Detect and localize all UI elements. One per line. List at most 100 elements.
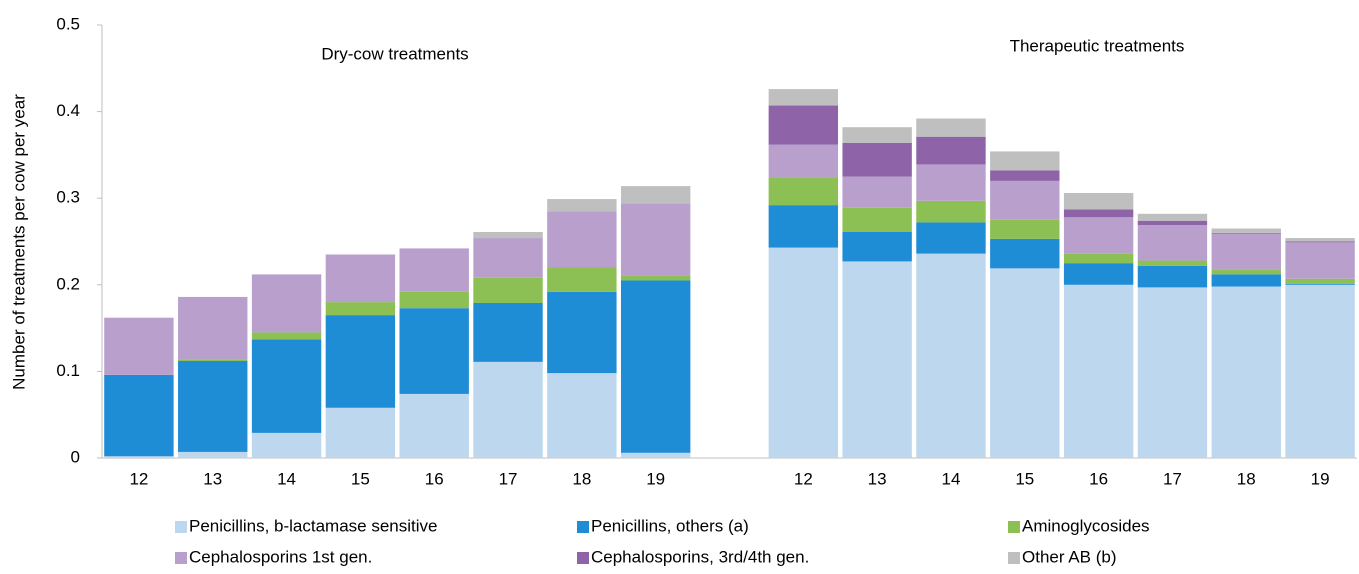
bar-segment — [1285, 242, 1355, 279]
x-tick-label: 15 — [1015, 469, 1034, 488]
bar-segment — [916, 136, 986, 165]
x-tick-label: 14 — [277, 469, 296, 488]
x-tick-label: 19 — [646, 469, 665, 488]
bar-segment — [768, 105, 839, 145]
bar-segment — [1211, 232, 1281, 234]
legend-label: Aminoglycosides — [1022, 516, 1150, 535]
bar-segment — [990, 170, 1060, 181]
y-tick-label: 0.3 — [56, 188, 80, 207]
legend-label: Other AB (b) — [1022, 547, 1116, 566]
x-tick-label: 12 — [129, 469, 148, 488]
bar-segment — [842, 231, 912, 262]
bar-segment — [1211, 286, 1281, 458]
legend-swatch — [1008, 521, 1020, 533]
bar-segment — [1137, 287, 1208, 458]
x-tick-label: 19 — [1311, 469, 1330, 488]
x-tick-label: 17 — [499, 469, 518, 488]
x-tick-label: 17 — [1163, 469, 1182, 488]
bar-segment — [768, 89, 839, 106]
bar-segment — [916, 164, 986, 201]
bar-segment — [842, 176, 912, 208]
x-tick-label: 18 — [572, 469, 591, 488]
y-tick-label: 0 — [71, 447, 80, 466]
legend-swatch — [577, 552, 589, 564]
x-tick-label: 15 — [351, 469, 370, 488]
legend-label: Penicillins, others (a) — [591, 516, 749, 535]
bar-segment — [473, 361, 543, 458]
x-tick-label: 13 — [203, 469, 222, 488]
bar-segment — [1285, 241, 1355, 243]
bar-segment — [178, 296, 248, 360]
bar-segment — [620, 275, 691, 281]
legend-swatch — [175, 521, 187, 533]
bar-segment — [768, 177, 839, 206]
annotation: Dry-cow treatments — [321, 44, 468, 63]
bar-segment — [547, 199, 617, 212]
bar-segment — [104, 317, 174, 375]
bar-segment — [842, 207, 912, 232]
bar-segment — [842, 127, 912, 143]
bar-segment — [990, 151, 1060, 171]
bar-segment — [1285, 283, 1355, 285]
bar-segment — [547, 267, 617, 292]
bar-segment — [620, 203, 691, 276]
bar-segment — [325, 302, 396, 316]
y-tick-label: 0.4 — [56, 101, 80, 120]
bar-segment — [1137, 265, 1208, 288]
bar-segment — [251, 339, 322, 433]
bar-segment — [473, 277, 543, 303]
bar-segment — [620, 186, 691, 204]
x-tick-label: 14 — [942, 469, 961, 488]
bar-segment — [842, 261, 912, 458]
x-tick-label: 18 — [1237, 469, 1256, 488]
bar-segment — [768, 144, 839, 178]
bar-segment — [1211, 274, 1281, 287]
bar-segment — [104, 374, 174, 457]
bar-segment — [1137, 260, 1208, 266]
bar-segment — [1063, 217, 1134, 254]
y-tick-label: 0.5 — [56, 14, 80, 33]
bar-segment — [547, 211, 617, 268]
bar-segment — [768, 247, 839, 458]
bar-segment — [325, 315, 396, 408]
legend-label: Cephalosporins, 3rd/4th gen. — [591, 547, 809, 566]
bar-segment — [1211, 228, 1281, 233]
y-tick-label: 0.2 — [56, 274, 80, 293]
bar-segment — [178, 451, 248, 458]
y-tick-label: 0.1 — [56, 361, 80, 380]
x-tick-label: 12 — [794, 469, 813, 488]
bar-segment — [916, 253, 986, 458]
bar-segment — [251, 332, 322, 340]
bar-segment — [1063, 253, 1134, 264]
legend-swatch — [577, 521, 589, 533]
bar-segment — [916, 200, 986, 223]
bar-segment — [251, 432, 322, 458]
legend-swatch — [175, 552, 187, 564]
bar-segment — [399, 248, 469, 292]
bar-segment — [399, 308, 469, 394]
annotation: Therapeutic treatments — [1010, 36, 1185, 55]
bar-segment — [1285, 278, 1355, 284]
bar-segment — [178, 361, 248, 452]
legend-swatch — [1008, 552, 1020, 564]
bar-segment — [473, 238, 543, 278]
bar-segment — [473, 231, 543, 239]
bar-segment — [1063, 284, 1134, 458]
x-tick-label: 13 — [868, 469, 887, 488]
bar-segment — [251, 274, 322, 333]
bar-segment — [547, 291, 617, 374]
bar-segment — [842, 142, 912, 177]
bar-segment — [620, 452, 691, 458]
bar-segment — [178, 359, 248, 362]
bar-segment — [990, 180, 1060, 220]
bar-segment — [1137, 213, 1208, 221]
x-tick-label: 16 — [425, 469, 444, 488]
bar-segment — [473, 302, 543, 362]
bar-segment — [1137, 225, 1208, 261]
bar-segment — [104, 456, 174, 458]
bar-segment — [1063, 209, 1134, 218]
bar-segment — [325, 254, 396, 303]
bar-segment — [1285, 238, 1355, 242]
legend-label: Cephalosporins 1st gen. — [189, 547, 372, 566]
